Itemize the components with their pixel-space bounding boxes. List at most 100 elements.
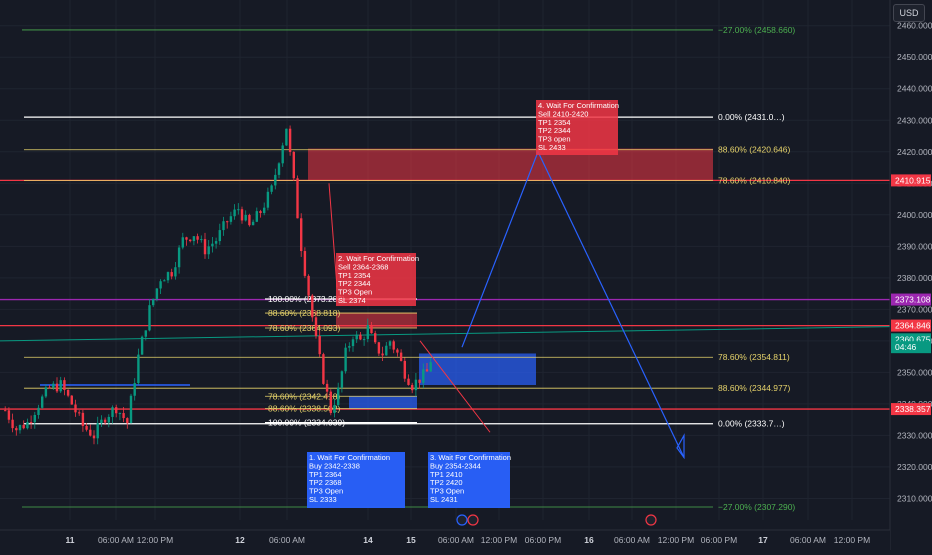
fib-level-label: 88.60% (2344.977) [718,383,790,393]
candle-body [274,174,277,186]
candle-body [170,272,173,277]
candle-body [115,407,118,414]
candle-body [89,429,92,436]
candle-body [85,426,88,430]
price-badge-label: 2338.357 [895,404,931,414]
candle-body [388,341,392,346]
candle-body [189,239,192,242]
candle-body [192,236,196,242]
trade-note-line: TP3 Open [430,487,464,496]
fib-level-label: 78.60% (2342.418) [268,391,340,401]
candle-body [377,342,381,354]
projection-path[interactable] [461,150,685,458]
candle-body [63,380,66,390]
candle-body [55,383,59,392]
sell-zone[interactable] [336,312,417,329]
flag-icon[interactable] [467,514,479,526]
candle-body [11,419,14,429]
price-badge [891,341,931,354]
candle-body [29,422,33,424]
candle-body [381,353,384,356]
price-tick-label: 2450.000 [897,52,932,62]
candle-body [414,379,418,391]
trade-note[interactable] [536,100,618,155]
candle-body [337,387,340,406]
price-tick-label: 2420.000 [897,147,932,157]
sell-zone[interactable] [308,148,713,181]
candle-body [107,416,110,423]
fib-level-label: 88.60% (2338.502) [268,404,340,414]
time-tick-label: 06:00 PM [525,535,561,545]
candle-body [366,325,369,340]
trend-line[interactable] [0,326,891,342]
time-tick-label: 12:00 PM [834,535,870,545]
flag-icon[interactable] [645,514,657,526]
time-axis[interactable] [0,530,890,550]
trade-note[interactable] [428,452,510,508]
buy-zone[interactable] [419,353,536,385]
candle-body [129,395,133,424]
candle-body [374,333,377,343]
candle-body [100,419,103,424]
buy-zone[interactable] [349,396,417,409]
candle-body [92,435,96,439]
fib-level-label: 0.00% (2333.7…) [718,419,785,429]
price-badge-label: 2360.675 [895,334,931,344]
fib-level-label: 88.60% (2420.646) [718,145,790,155]
trade-note-line: SL 2333 [309,495,337,504]
candle-body [37,407,40,415]
candle-body [255,211,258,222]
candle-body [266,191,270,208]
candle-body [333,405,336,414]
trade-note-line: TP2 2420 [430,478,463,487]
candle-body [344,347,347,372]
price-tick-label: 2350.000 [897,367,932,377]
price-badge-label: 04:46 [895,342,917,352]
trade-note[interactable] [307,452,405,508]
candle-body [155,288,159,299]
trade-note-line: TP1 2410 [430,470,463,479]
candle-body [296,178,299,219]
time-tick-label: 16 [584,535,594,545]
trade-note-line: Sell 2364-2368 [338,262,388,271]
trade-note[interactable] [336,253,416,306]
candle-body [52,383,55,388]
time-tick-label: 06:00 AM [614,535,650,545]
candle-body [203,239,207,255]
price-tick-label: 2390.000 [897,241,932,251]
trade-note-line: 4. Wait For Confirmation [538,101,619,110]
candle-body [15,428,18,431]
trade-note-line: TP3 Open [309,487,343,496]
candle-body [277,163,281,175]
time-tick-label: 06:00 AM [269,535,305,545]
candle-body [103,419,107,423]
trade-note-line: 3. Wait For Confirmation [430,453,511,462]
price-tick-label: 2460.000 [897,21,932,31]
price-axis[interactable] [890,0,932,550]
currency-button[interactable]: USD [893,4,925,22]
price-tick-label: 2370.000 [897,304,932,314]
candle-body [214,241,218,244]
candle-body [240,209,244,221]
candle-body [351,339,355,347]
price-tick-label: 2330.000 [897,430,932,440]
trade-note-line: Sell 2410-2420 [538,109,588,118]
price-tick-label: 2310.000 [897,493,932,503]
candle-body [185,237,188,240]
flag-icon[interactable] [456,514,468,526]
time-tick-label: 12 [235,535,245,545]
candle-body [303,251,307,276]
candle-body [229,216,233,222]
trend-line[interactable] [328,183,338,288]
trade-note-line: TP3 open [538,135,571,144]
candle-body [18,425,22,431]
fib-level-label: −27.00% (2307.290) [718,502,795,512]
time-tick-label: 15 [406,535,416,545]
trend-line[interactable] [419,340,491,433]
trade-note-line: Buy 2354-2344 [430,461,481,470]
price-badge-label: 2410.915 [895,175,931,185]
trade-note-line: 1. Wait For Confirmation [309,453,390,462]
time-tick-label: 06:00 PM [701,535,737,545]
